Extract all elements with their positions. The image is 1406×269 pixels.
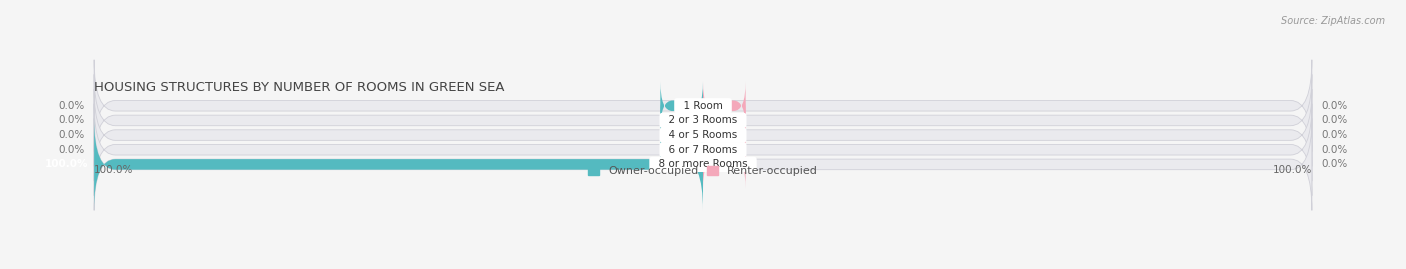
FancyBboxPatch shape — [94, 118, 1312, 210]
FancyBboxPatch shape — [661, 111, 703, 159]
Text: 0.0%: 0.0% — [1322, 101, 1347, 111]
Text: 0.0%: 0.0% — [59, 145, 84, 155]
Text: 4 or 5 Rooms: 4 or 5 Rooms — [662, 130, 744, 140]
FancyBboxPatch shape — [661, 82, 703, 130]
Text: 100.0%: 100.0% — [1272, 165, 1312, 175]
FancyBboxPatch shape — [661, 96, 703, 144]
Text: 0.0%: 0.0% — [59, 115, 84, 125]
Text: 0.0%: 0.0% — [1322, 160, 1347, 169]
FancyBboxPatch shape — [703, 111, 745, 159]
Text: 0.0%: 0.0% — [59, 130, 84, 140]
Text: 0.0%: 0.0% — [1322, 145, 1347, 155]
FancyBboxPatch shape — [661, 126, 703, 174]
Text: HOUSING STRUCTURES BY NUMBER OF ROOMS IN GREEN SEA: HOUSING STRUCTURES BY NUMBER OF ROOMS IN… — [94, 81, 505, 94]
Text: 0.0%: 0.0% — [59, 101, 84, 111]
FancyBboxPatch shape — [703, 82, 745, 130]
FancyBboxPatch shape — [94, 75, 1312, 167]
FancyBboxPatch shape — [703, 140, 745, 188]
Text: 0.0%: 0.0% — [1322, 115, 1347, 125]
Text: 8 or more Rooms: 8 or more Rooms — [652, 160, 754, 169]
FancyBboxPatch shape — [94, 118, 703, 210]
FancyBboxPatch shape — [703, 126, 745, 174]
FancyBboxPatch shape — [94, 89, 1312, 181]
Text: 1 Room: 1 Room — [676, 101, 730, 111]
Text: 100.0%: 100.0% — [94, 165, 134, 175]
FancyBboxPatch shape — [94, 104, 1312, 196]
FancyBboxPatch shape — [703, 96, 745, 144]
Text: 2 or 3 Rooms: 2 or 3 Rooms — [662, 115, 744, 125]
Text: 6 or 7 Rooms: 6 or 7 Rooms — [662, 145, 744, 155]
Text: Source: ZipAtlas.com: Source: ZipAtlas.com — [1281, 16, 1385, 26]
FancyBboxPatch shape — [94, 60, 1312, 152]
Text: 0.0%: 0.0% — [1322, 130, 1347, 140]
Legend: Owner-occupied, Renter-occupied: Owner-occupied, Renter-occupied — [588, 166, 818, 176]
Text: 100.0%: 100.0% — [45, 160, 89, 169]
